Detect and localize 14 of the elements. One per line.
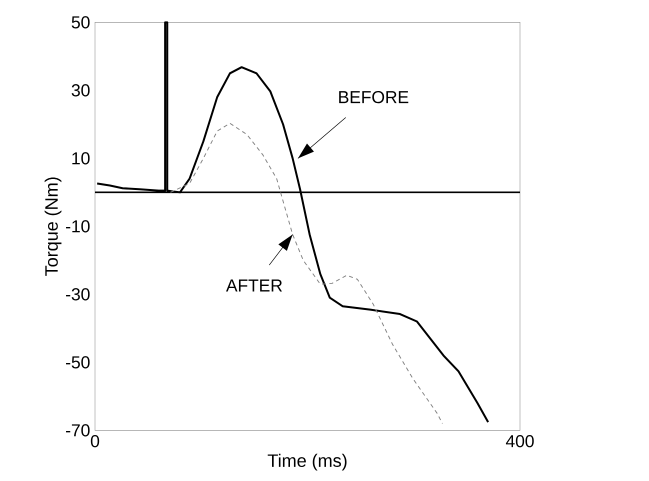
y-axis-title: Torque (Nm) [44, 177, 62, 276]
annotation: BEFORE [339, 90, 408, 104]
x-tick-label: 0 [90, 435, 100, 448]
y-tick-label: -30 [66, 288, 90, 300]
y-tick-label: 50 [72, 16, 90, 28]
annotation: AFTER [226, 280, 282, 292]
x-tick-label: 400 [506, 435, 534, 448]
line-series [170, 122, 443, 424]
x-axis-title: Time (ms) [268, 454, 347, 471]
y-tick-label: -10 [66, 220, 90, 232]
y-tick-label: -50 [66, 356, 90, 368]
y-tick-label: -70 [66, 424, 90, 436]
y-tick-label: 30 [72, 84, 90, 96]
y-tick-label: 10 [72, 152, 90, 164]
